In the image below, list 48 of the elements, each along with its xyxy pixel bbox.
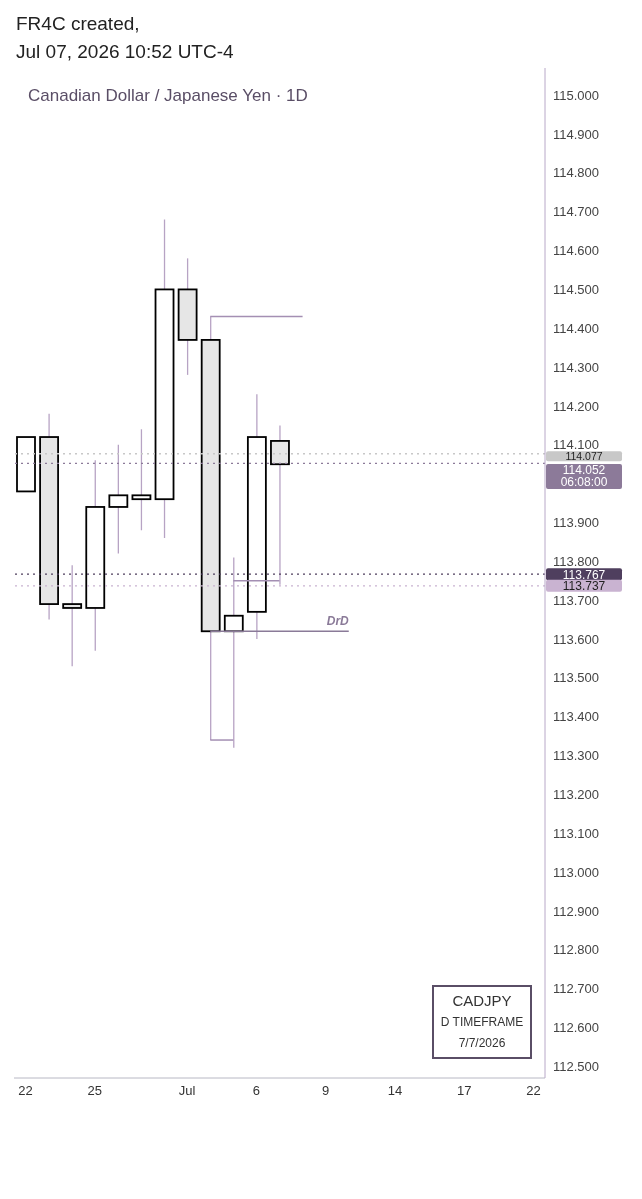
y-tick-label: 112.600 xyxy=(553,1020,600,1036)
y-tick-label: 114.100 xyxy=(553,437,600,453)
y-tick-label: 114.500 xyxy=(553,282,600,298)
candlestick xyxy=(131,428,152,531)
ref-line-label: 113.767 xyxy=(562,567,606,582)
y-tick-label: 114.900 xyxy=(553,126,600,142)
y-tick-label: 113.400 xyxy=(553,709,600,725)
x-tick-label: 14 xyxy=(387,1083,403,1099)
text: Canadian Dollar / Japanese Yen · 1D xyxy=(28,86,308,106)
y-tick-label: 114.600 xyxy=(553,243,600,259)
y-tick-label: 113.100 xyxy=(553,825,600,841)
y-tick-label: 113.500 xyxy=(553,670,600,686)
x-tick-label: 22 xyxy=(18,1083,33,1099)
annotation: 7/7/2026 xyxy=(457,1035,507,1052)
x-tick-label: 22 xyxy=(526,1083,541,1099)
y-tick-label: 112.900 xyxy=(553,903,600,919)
x-tick-label: 17 xyxy=(456,1083,472,1099)
candlestick xyxy=(270,424,290,586)
y-tick-label: 113.900 xyxy=(553,515,600,531)
y-tick-label: 112.800 xyxy=(553,942,600,958)
candlestick xyxy=(108,444,129,555)
y-tick-label: 114.400 xyxy=(553,320,600,336)
x-tick-label: 9 xyxy=(322,1083,330,1099)
y-tick-label: 113.700 xyxy=(553,592,600,608)
candlestick xyxy=(62,564,83,667)
y-tick-label: 114.800 xyxy=(553,165,600,181)
y-tick-label: 114.300 xyxy=(553,359,600,375)
x-tick-label: 6 xyxy=(252,1083,261,1099)
ref-line-label: 114.077 xyxy=(565,450,603,463)
y-tick-label: 114.700 xyxy=(553,204,600,220)
y-tick-label: 113.200 xyxy=(553,787,600,803)
y-tick-label: 115.000 xyxy=(553,87,600,103)
text: Jul 07, 2026 10:52 UTC-4 xyxy=(16,40,234,64)
y-tick-label: 112.500 xyxy=(553,1058,600,1074)
y-tick-label: 114.200 xyxy=(553,398,600,414)
y-tick-label: 113.300 xyxy=(553,748,600,764)
annotation: CADJPY xyxy=(451,991,513,1011)
x-tick-label: 25 xyxy=(87,1083,103,1099)
y-tick-label: 113.800 xyxy=(553,553,600,569)
y-tick-label: 112.700 xyxy=(553,981,600,997)
x-tick-label: Jul xyxy=(178,1083,196,1099)
series-label: DrD xyxy=(326,614,350,629)
text: FR4C created, xyxy=(16,12,141,36)
ref-line-label: 113.737 xyxy=(562,579,606,594)
candlestick xyxy=(223,556,244,749)
y-tick-label: 113.000 xyxy=(553,864,600,880)
y-tick-label: 113.600 xyxy=(553,631,600,647)
annotation: D TIMEFRAME xyxy=(439,1014,525,1031)
